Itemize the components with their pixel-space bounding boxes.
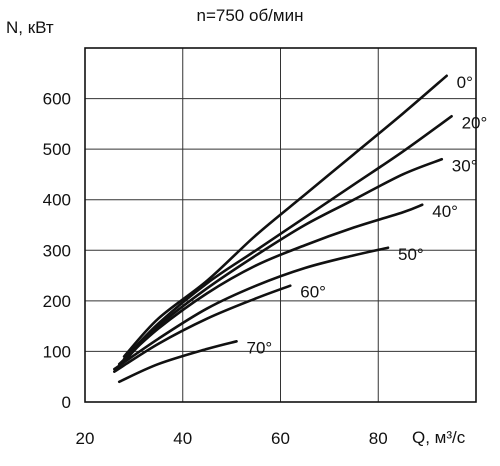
series-line <box>122 157 444 363</box>
y-tick-label: 300 <box>43 241 71 260</box>
chart-title: n=750 об/мин <box>196 6 304 25</box>
series-line <box>117 203 424 366</box>
series-line <box>113 246 390 371</box>
y-tick-label: 400 <box>43 191 71 210</box>
series-label: 0° <box>457 73 473 92</box>
series-label: 60° <box>300 283 326 302</box>
x-tick-label: 60 <box>271 429 290 448</box>
y-tick-label: 200 <box>43 292 71 311</box>
series-label: 40° <box>432 202 458 221</box>
series-label: 20° <box>462 113 488 132</box>
x-axis-label: Q, м³/с <box>412 428 466 447</box>
series-line <box>122 74 448 358</box>
y-tick-label: 0 <box>62 393 71 412</box>
series-label: 70° <box>247 338 273 357</box>
y-tick-label: 100 <box>43 342 71 361</box>
series-line <box>122 114 453 361</box>
x-tick-label: 20 <box>76 429 95 448</box>
y-axis-label: N, кВт <box>6 18 54 37</box>
x-tick-label: 80 <box>369 429 388 448</box>
y-tick-label: 600 <box>43 90 71 109</box>
series-label: 50° <box>398 245 424 264</box>
series-line <box>113 284 292 373</box>
series-line <box>117 340 238 384</box>
y-tick-label: 500 <box>43 140 71 159</box>
x-tick-label: 40 <box>173 429 192 448</box>
plot-frame <box>84 47 477 403</box>
series-label: 30° <box>452 156 478 175</box>
